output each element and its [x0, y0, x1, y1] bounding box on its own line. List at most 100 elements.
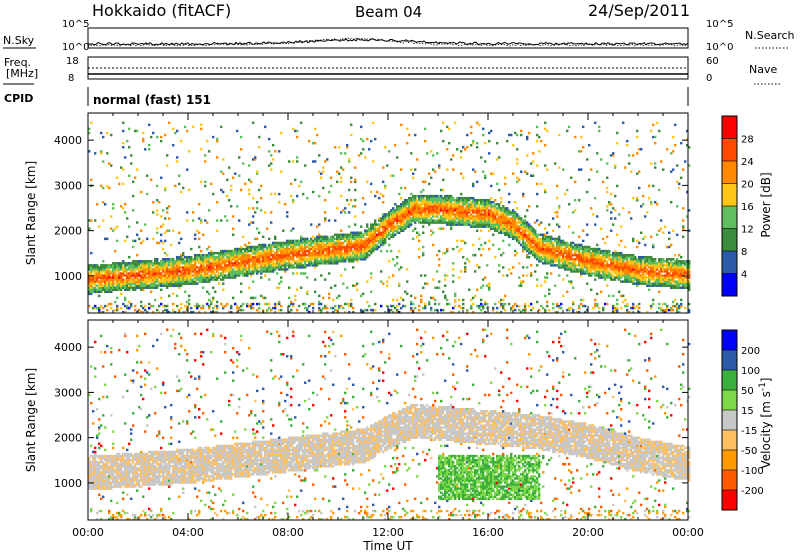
power-cell — [214, 258, 217, 261]
power-cell — [236, 304, 239, 308]
power-cell — [268, 247, 271, 251]
power-cell — [562, 168, 565, 171]
power-cell — [150, 276, 153, 279]
power-cell — [106, 276, 109, 279]
power-cell — [370, 247, 373, 251]
power-cell — [452, 268, 455, 271]
power-cell — [166, 211, 169, 214]
power-cell — [502, 298, 505, 302]
power-cell — [356, 233, 359, 237]
power-cell — [258, 258, 261, 261]
power-cell — [200, 268, 203, 271]
power-cell — [328, 247, 331, 251]
power-cell — [330, 260, 333, 263]
power-cell — [284, 241, 287, 245]
power-cell — [88, 282, 91, 285]
power-cell — [392, 221, 395, 224]
power-cell — [96, 268, 99, 271]
power-cell — [222, 190, 225, 194]
power-cell — [96, 270, 99, 273]
power-cell — [370, 237, 373, 241]
power-cell — [164, 188, 167, 192]
power-cell — [402, 219, 405, 222]
power-cell — [246, 302, 249, 306]
power-cell — [458, 276, 461, 279]
power-cell — [178, 241, 181, 245]
power-cell — [182, 274, 185, 277]
power-cell — [102, 278, 105, 281]
power-cell — [392, 213, 395, 216]
power-cell — [300, 235, 303, 239]
power-cell — [498, 247, 501, 251]
power-cell — [478, 247, 481, 251]
power-cell — [176, 260, 179, 263]
power-cell — [264, 260, 267, 263]
power-cell — [596, 170, 599, 173]
power-cell — [386, 235, 389, 239]
power-cell — [246, 268, 249, 271]
power-cell — [142, 282, 145, 285]
power-cell — [134, 276, 137, 279]
power-cell — [412, 302, 415, 306]
power-cell — [360, 251, 363, 255]
power-cell — [328, 219, 331, 222]
power-cell — [284, 251, 287, 255]
power-cell — [290, 229, 293, 232]
power-cell — [200, 123, 203, 127]
power-cell — [306, 276, 309, 279]
power-cell — [206, 272, 209, 275]
power-cell — [370, 243, 373, 247]
power-cell — [204, 219, 207, 222]
power-cell — [168, 276, 171, 279]
power-cell — [324, 306, 327, 310]
power-cell — [180, 253, 183, 257]
power-cell — [92, 280, 95, 283]
power-cell — [100, 304, 103, 308]
power-cell — [124, 239, 127, 243]
power-cell — [480, 156, 483, 159]
power-cell — [196, 302, 199, 306]
power-cell — [208, 292, 211, 296]
power-cell — [192, 258, 195, 261]
power-cell — [174, 262, 177, 265]
power-cell — [148, 302, 151, 306]
power-cell — [288, 304, 291, 308]
power-cell — [212, 286, 215, 289]
power-cell — [122, 278, 125, 281]
power-cell — [100, 286, 103, 289]
power-cell — [170, 243, 173, 247]
power-cell — [234, 251, 237, 255]
power-cell — [372, 245, 375, 249]
power-cell — [270, 268, 273, 271]
power-cell — [238, 174, 241, 177]
power-cell — [176, 270, 179, 273]
power-cell — [406, 225, 409, 228]
power-cell — [410, 300, 413, 304]
power-cell — [348, 245, 351, 249]
power-cell — [252, 260, 255, 263]
power-cell — [180, 270, 183, 273]
power-cell — [158, 264, 161, 267]
power-cell — [202, 276, 205, 279]
power-cell — [256, 249, 259, 253]
power-cell — [250, 270, 253, 273]
power-cell — [206, 139, 209, 143]
power-cell — [242, 272, 245, 275]
power-cell — [594, 278, 597, 281]
power-cell — [234, 247, 237, 251]
power-cell — [376, 190, 379, 194]
power-cell — [382, 180, 385, 184]
power-cell — [618, 213, 621, 216]
power-cell — [400, 219, 403, 222]
power-cell — [410, 308, 413, 312]
power-cell — [236, 129, 239, 133]
power-cell — [256, 308, 259, 312]
power-cell — [352, 245, 355, 249]
power-cell — [178, 284, 181, 287]
power-cell — [116, 304, 119, 308]
power-cell — [392, 298, 395, 302]
power-cell — [142, 266, 145, 269]
power-cell — [306, 290, 309, 294]
power-cell — [320, 262, 323, 265]
power-cell — [138, 286, 141, 289]
